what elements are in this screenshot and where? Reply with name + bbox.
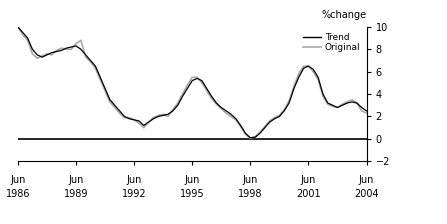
Text: Jun: Jun bbox=[68, 175, 84, 185]
Text: 1995: 1995 bbox=[180, 189, 205, 199]
Text: 1989: 1989 bbox=[64, 189, 88, 199]
Text: Jun: Jun bbox=[301, 175, 316, 185]
Text: %change: %change bbox=[321, 10, 367, 20]
Text: 1992: 1992 bbox=[122, 189, 147, 199]
Text: 1986: 1986 bbox=[6, 189, 30, 199]
Text: Jun: Jun bbox=[185, 175, 200, 185]
Text: 2001: 2001 bbox=[296, 189, 321, 199]
Text: Jun: Jun bbox=[127, 175, 142, 185]
Text: 2004: 2004 bbox=[354, 189, 379, 199]
Text: Jun: Jun bbox=[10, 175, 25, 185]
Text: 1998: 1998 bbox=[238, 189, 262, 199]
Text: Jun: Jun bbox=[359, 175, 374, 185]
Legend: Trend, Original: Trend, Original bbox=[303, 33, 360, 52]
Text: Jun: Jun bbox=[243, 175, 258, 185]
